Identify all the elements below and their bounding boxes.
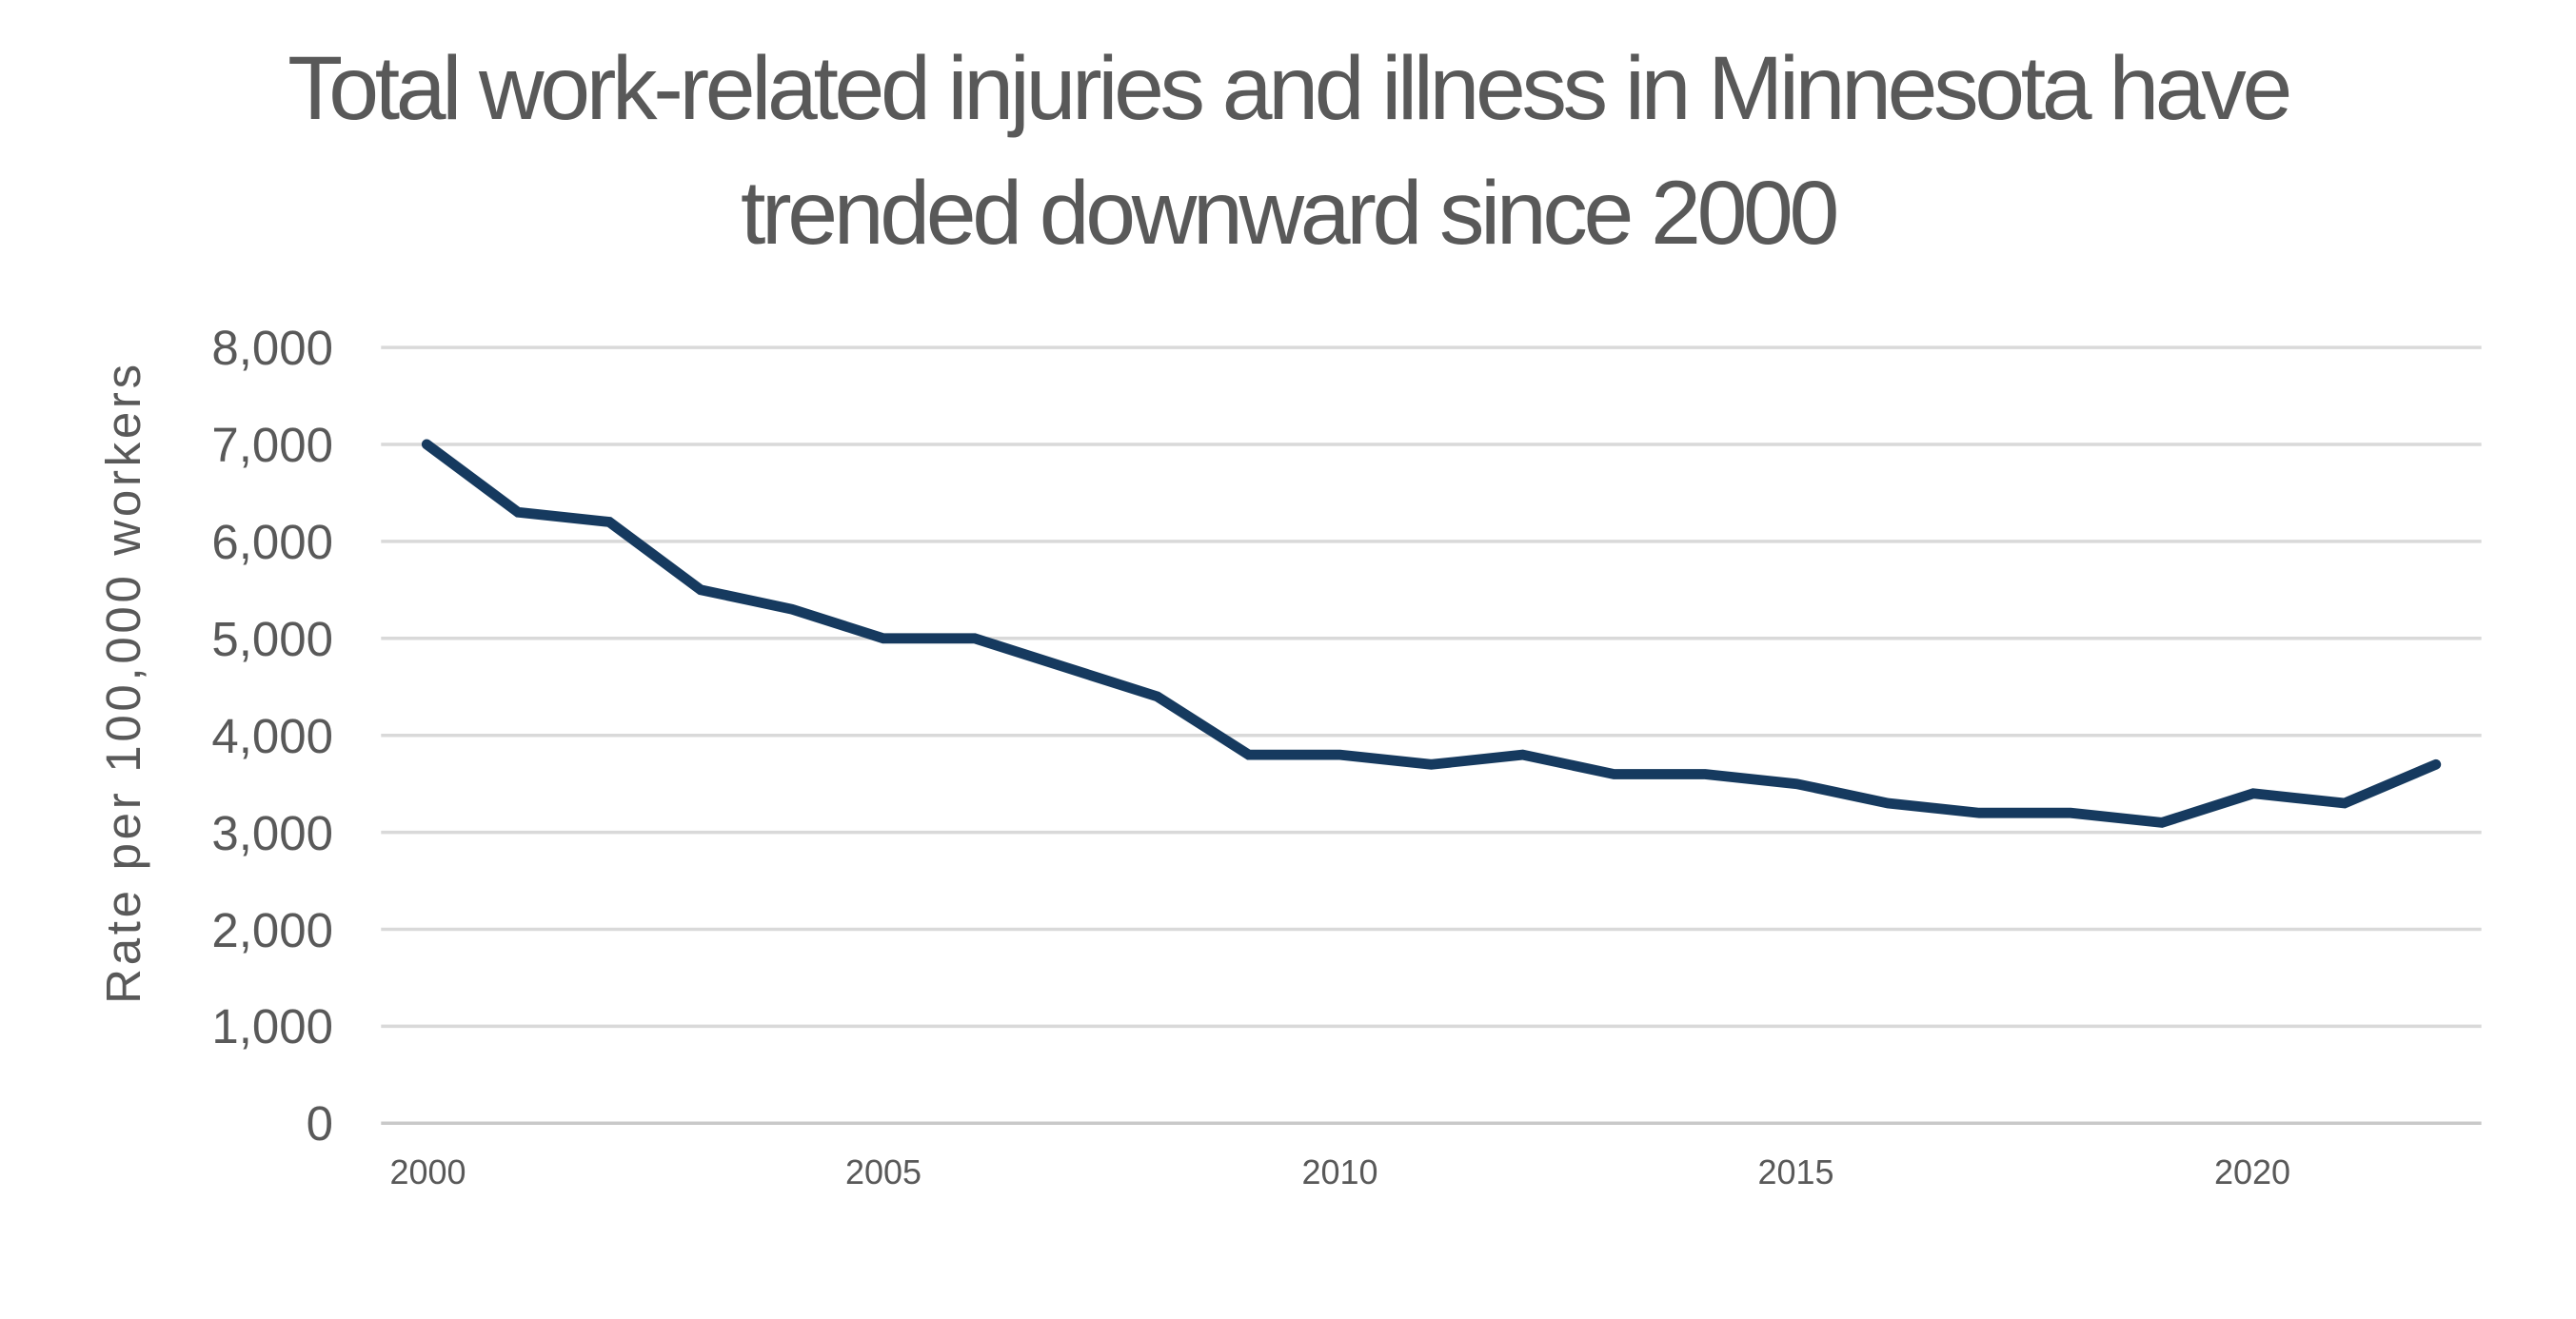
svg-text:4,000: 4,000 bbox=[211, 709, 333, 763]
svg-text:6,000: 6,000 bbox=[211, 515, 333, 569]
svg-text:2010: 2010 bbox=[1301, 1152, 1377, 1191]
svg-text:2020: 2020 bbox=[2214, 1152, 2290, 1191]
svg-text:Total work-related injuries an: Total work-related injuries and illness … bbox=[287, 38, 2289, 139]
svg-text:2,000: 2,000 bbox=[211, 903, 333, 957]
svg-text:8,000: 8,000 bbox=[211, 321, 333, 375]
svg-text:5,000: 5,000 bbox=[211, 612, 333, 666]
svg-text:2015: 2015 bbox=[1757, 1152, 1833, 1191]
svg-text:2000: 2000 bbox=[389, 1152, 466, 1191]
svg-text:Rate per 100,000 workers: Rate per 100,000 workers bbox=[96, 361, 150, 1004]
svg-text:trended downward since 2000: trended downward since 2000 bbox=[741, 163, 1837, 264]
svg-text:0: 0 bbox=[307, 1096, 333, 1151]
svg-text:7,000: 7,000 bbox=[211, 418, 333, 472]
svg-text:2005: 2005 bbox=[845, 1152, 921, 1191]
svg-text:3,000: 3,000 bbox=[211, 806, 333, 860]
svg-text:1,000: 1,000 bbox=[211, 999, 333, 1053]
